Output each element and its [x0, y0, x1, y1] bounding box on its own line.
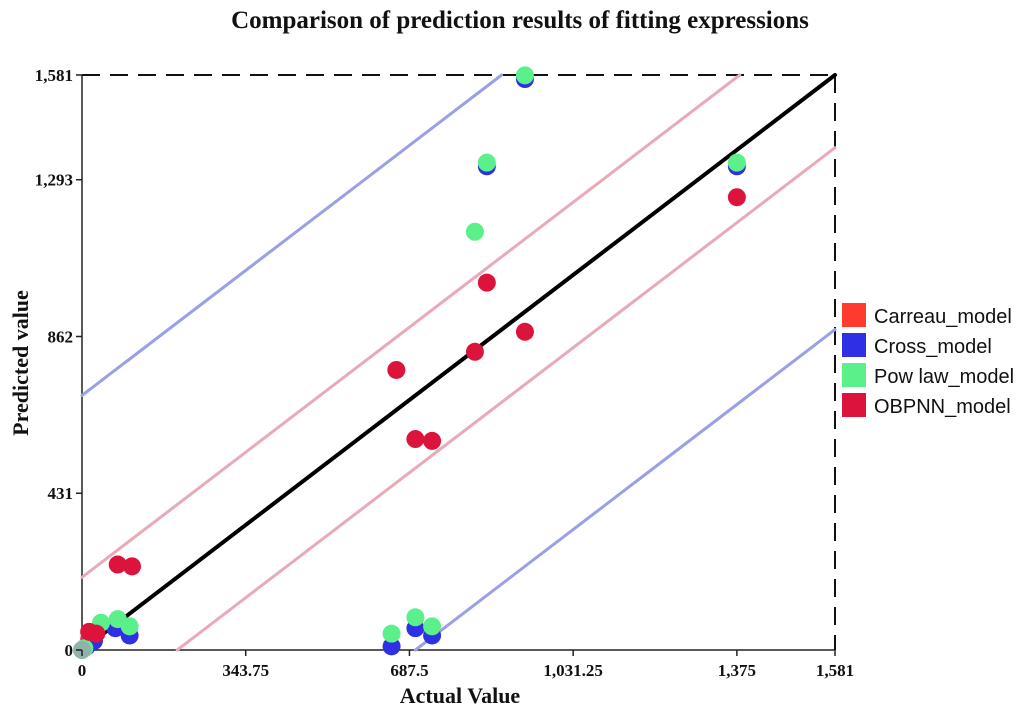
y-tick-label: 862	[48, 327, 74, 346]
data-points	[73, 66, 746, 659]
reference-lines	[80, 73, 837, 652]
data-point-obpnn-model	[87, 624, 106, 643]
data-point-pow-law-model	[423, 617, 442, 636]
reference-line	[80, 73, 742, 579]
data-point-pow-law-model	[465, 222, 484, 241]
legend-label: Cross_model	[874, 336, 992, 358]
legend-label: Pow law_model	[874, 366, 1014, 388]
y-axis-label: Predicted value	[8, 290, 33, 436]
legend-swatch-carreau-model	[842, 303, 866, 327]
chart-title: Comparison of prediction results of fitt…	[231, 7, 809, 34]
x-tick-label: 1,581	[816, 661, 854, 680]
data-point-obpnn-model	[123, 557, 142, 576]
data-point-obpnn-model	[387, 360, 406, 379]
axis-ticks: 0 343.75 687.5 1,031.25 1,375 1,581 0 431 862 1,2…	[35, 66, 854, 680]
identity-line	[80, 73, 837, 652]
y-tick-label: 1,293	[35, 171, 73, 190]
legend-swatch-cross-model	[842, 333, 866, 357]
x-tick-label: 343.75	[222, 661, 269, 680]
data-point-obpnn-model	[406, 430, 425, 449]
reference-line	[175, 146, 837, 652]
x-tick-label: 0	[78, 661, 87, 680]
x-tick-label: 687.5	[390, 661, 428, 680]
data-point-obpnn-model	[423, 431, 442, 450]
legend-label: Carreau_model	[874, 306, 1012, 328]
y-tick-label: 1,581	[35, 66, 73, 85]
y-tick-label: 0	[65, 641, 74, 660]
legend-swatch-obpnn-model	[842, 393, 866, 417]
x-tick-label: 1,031.25	[543, 661, 603, 680]
data-point-pow-law-model	[120, 617, 139, 636]
data-point-pow-law-model	[727, 153, 746, 172]
data-point-obpnn-model	[465, 342, 484, 361]
data-point-cross-model	[382, 637, 401, 656]
x-axis-label: Actual Value	[400, 683, 521, 708]
data-point-pow-law-model	[477, 153, 496, 172]
legend-swatch-pow-law-model	[842, 363, 866, 387]
data-point-obpnn-model	[108, 555, 127, 574]
data-point-pow-law-model	[382, 624, 401, 643]
reference-line	[80, 73, 504, 397]
y-tick-label: 431	[48, 484, 74, 503]
data-point-obpnn-model	[515, 322, 534, 341]
x-tick-label: 1,375	[718, 661, 756, 680]
plot-frame	[81, 74, 836, 651]
data-point-obpnn-model	[727, 188, 746, 207]
legend: Carreau_model Cross_model Pow law_model OBP…	[842, 303, 1014, 418]
data-point-pow-law-model	[406, 608, 425, 627]
legend-label: OBPNN_model	[874, 396, 1011, 418]
reference-line	[413, 328, 837, 652]
data-point-obpnn-model	[477, 273, 496, 292]
data-point-pow-law-model	[515, 66, 534, 85]
